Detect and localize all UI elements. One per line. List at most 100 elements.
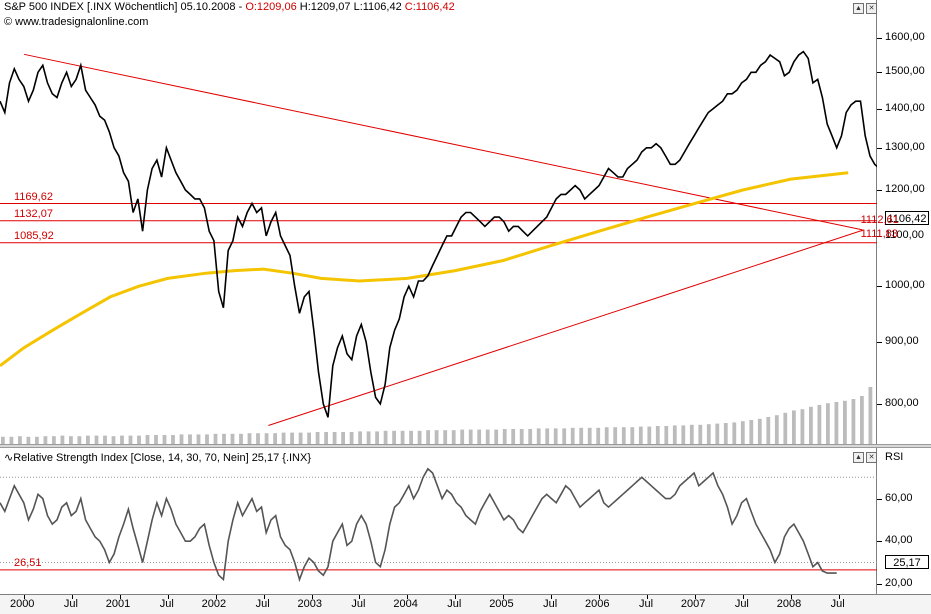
y-axis-label: 1400,00 <box>885 101 925 114</box>
x-axis-tick <box>359 595 361 599</box>
x-axis-tick <box>167 595 169 599</box>
y-axis-tick <box>877 108 882 110</box>
volume-bar <box>1 436 5 444</box>
volume-bar <box>247 433 252 444</box>
y-axis-label: 1500,00 <box>885 65 925 78</box>
volume-bar <box>689 424 694 444</box>
close-pane-button[interactable]: ✕ <box>866 3 877 14</box>
volume-bar <box>851 399 856 444</box>
y-axis-label: 1200,00 <box>885 183 925 196</box>
volume-bar <box>545 428 550 444</box>
volume-bar <box>630 427 635 444</box>
volume-bar <box>528 429 533 444</box>
volume-bar <box>307 432 311 444</box>
volume-bar <box>766 417 771 444</box>
horizontal-line-label: 1169,62 <box>14 190 53 203</box>
volume-bar <box>817 405 822 444</box>
volume-bar <box>162 435 167 444</box>
x-axis-label: Jul <box>63 598 78 610</box>
volume-bar <box>366 431 371 444</box>
x-axis-tick <box>790 595 792 599</box>
volume-bar <box>511 429 516 444</box>
x-axis-label: Jul <box>830 598 845 610</box>
rsi-side-label: RSI <box>885 451 904 463</box>
x-axis-label: Jul <box>638 598 654 610</box>
x-axis-label: 2004 <box>393 598 418 610</box>
x-axis-tick <box>503 595 505 599</box>
x-axis-label: Jul <box>543 598 558 610</box>
x-axis-tick <box>742 595 744 599</box>
x-axis: 2000 Jul 2001 Jul 2002 Jul 2003 Jul 2004 Jul 2005 J… <box>0 594 931 614</box>
volume-bar <box>213 433 218 444</box>
volume-bar <box>298 432 303 444</box>
volume-bar <box>94 435 99 444</box>
volume-bar <box>375 431 379 444</box>
trendline-label: 1112,61 <box>860 213 899 226</box>
rsi-collapse-button[interactable]: ▲ <box>853 452 864 463</box>
x-axis-tick <box>215 595 217 599</box>
volume-bar <box>137 435 141 444</box>
volume-bar <box>392 430 396 444</box>
volume-bar <box>417 430 422 444</box>
horizontal-line-label: 1132,07 <box>14 207 53 220</box>
volume-bar <box>553 428 558 444</box>
volume-bar <box>502 429 507 444</box>
y-axis-label: 1000,00 <box>885 279 925 292</box>
low-value: L:1106,42 <box>353 1 402 13</box>
volume-bar <box>672 425 677 444</box>
volume-bar <box>715 423 720 444</box>
volume-bar <box>426 430 430 444</box>
rsi-plot-border <box>0 448 877 594</box>
volume-bar <box>655 426 660 444</box>
trendline <box>268 229 863 426</box>
x-axis-label: 2000 <box>9 598 35 610</box>
x-axis-label: 2007 <box>680 598 706 610</box>
price-pane: S&P 500 INDEX [.INX Wöchentlich] 05.10.2… <box>0 0 929 444</box>
volume-bar <box>154 435 158 444</box>
rsi-pane: ∿Relative Strength Index [Close, 14, 30,… <box>0 448 931 594</box>
price-plot-border <box>876 0 877 444</box>
y-axis-label: 800,00 <box>885 396 919 409</box>
collapse-pane-button[interactable]: ▲ <box>853 3 864 14</box>
volume-bar <box>400 430 405 444</box>
volume-bar <box>26 436 31 444</box>
volume-bar <box>18 436 22 444</box>
volume-bar <box>239 433 243 444</box>
y-axis-label: 900,00 <box>885 334 919 347</box>
volume-bar <box>52 436 56 444</box>
volume-bar <box>460 429 465 444</box>
volume-bar <box>647 426 652 444</box>
volume-bar <box>35 436 39 444</box>
x-axis-tick <box>407 595 409 599</box>
x-axis-tick <box>119 595 121 599</box>
rsi-series-line <box>0 467 837 583</box>
volume-bar <box>120 435 124 444</box>
volume-bar <box>222 433 226 444</box>
price-chart[interactable] <box>0 0 877 444</box>
volume-bar <box>800 409 805 444</box>
y-axis-tick <box>877 286 882 288</box>
rsi-chart[interactable] <box>0 448 877 594</box>
volume-bar <box>757 418 762 444</box>
pane-splitter[interactable] <box>0 444 931 448</box>
volume-bar <box>451 430 456 444</box>
volume-bar <box>579 427 584 444</box>
volume-bar <box>205 434 209 444</box>
volume-bar <box>774 415 779 444</box>
rsi-y-axis-tick <box>877 498 882 500</box>
volume-bar <box>196 434 201 444</box>
volume-bar <box>706 424 711 444</box>
volume-bar <box>383 430 388 444</box>
y-axis-label: 1300,00 <box>885 140 925 153</box>
x-axis-tick <box>263 595 265 599</box>
volume-bar <box>868 387 873 444</box>
y-axis-tick <box>877 72 882 74</box>
rsi-close-button[interactable]: ✕ <box>866 452 877 463</box>
volume-bar <box>281 432 286 444</box>
volume-bar <box>86 435 90 444</box>
x-axis-tick <box>455 595 457 599</box>
volume-bar <box>485 429 490 444</box>
volume-bar <box>128 435 133 444</box>
volume-bar <box>171 435 175 444</box>
volume-bar <box>145 435 150 444</box>
